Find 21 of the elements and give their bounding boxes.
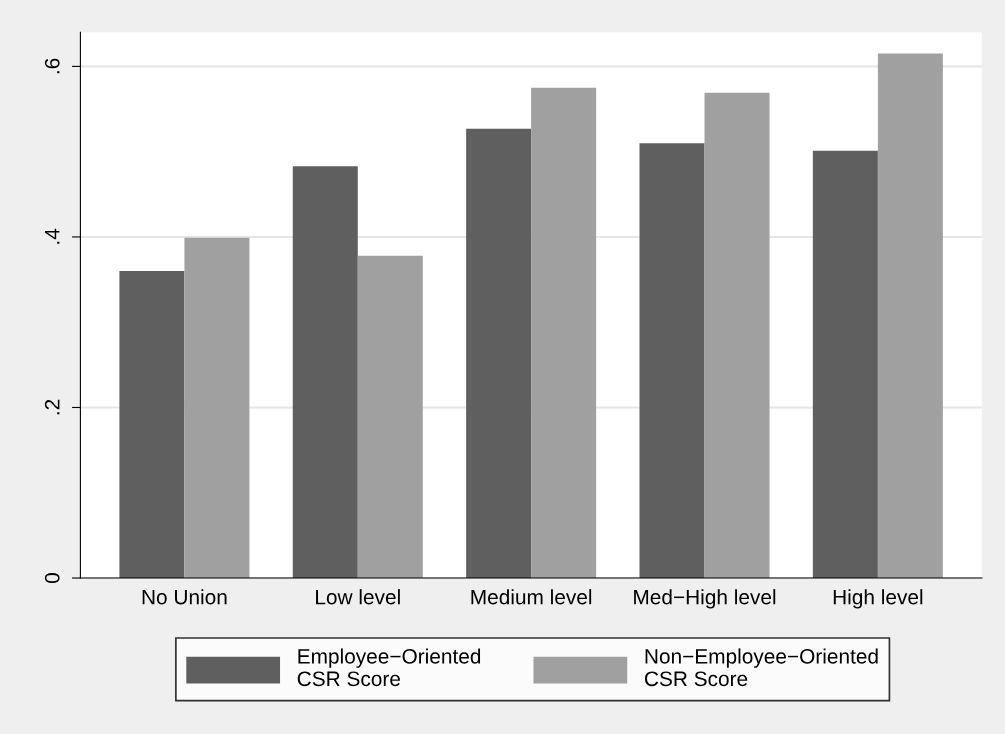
bar [531, 87, 597, 579]
bar [812, 150, 878, 579]
bar [466, 128, 532, 579]
bar [292, 166, 358, 579]
bar [119, 271, 185, 579]
bar [357, 255, 423, 579]
y-tick-label: .2 [44, 399, 60, 415]
bar [639, 143, 705, 579]
bar [184, 237, 250, 579]
legend-label: Non−Employee−Oriented CSR Score [644, 648, 878, 687]
y-tick-label: 0 [44, 573, 60, 583]
x-tick-label: Medium level [471, 589, 592, 605]
x-tick-label: No Union [142, 589, 227, 605]
x-tick-label: Low level [316, 589, 400, 605]
bar [877, 53, 943, 579]
x-tick-label: Med−High level [634, 589, 776, 609]
legend-label: Employee−Oriented CSR Score [297, 648, 481, 687]
y-tick-label: .6 [44, 58, 60, 74]
x-tick-label: High level [833, 589, 923, 609]
bar [704, 92, 770, 579]
y-tick-label: .4 [45, 228, 60, 244]
